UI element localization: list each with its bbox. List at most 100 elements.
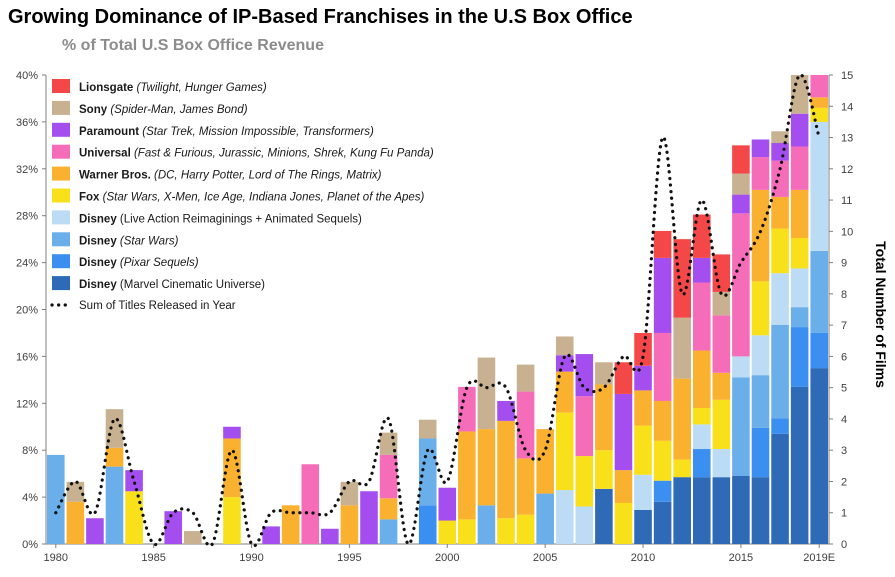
bars-layer xyxy=(47,75,828,544)
bar-segment-fox-2000 xyxy=(438,520,457,544)
legend-swatch-starwars xyxy=(52,232,70,247)
bar-segment-fox-2009 xyxy=(614,502,633,544)
bar-segment-mcu-2019 xyxy=(810,368,828,544)
y-left-tick-label: 20% xyxy=(16,305,38,317)
bar-segment-starwars-2019 xyxy=(810,250,828,333)
bar-segment-fox-2018 xyxy=(790,237,809,269)
bar-segment-starwars-2018 xyxy=(790,307,809,328)
bar-segment-paramount-1996 xyxy=(360,491,378,544)
legend: Lionsgate (Twilight, Hunger Games) Sony (… xyxy=(50,79,434,312)
bar-segment-paramount-1984 xyxy=(125,470,143,492)
bar-segment-paramount-2006 xyxy=(555,355,574,372)
legend-line-label: Sum of Titles Released in Year xyxy=(79,300,236,312)
bar-segment-mcu-2016 xyxy=(751,477,770,544)
bar-segment-paramount-1994 xyxy=(321,528,339,544)
y-right-tick-label: 8 xyxy=(841,289,847,301)
bar-segment-sony-2017 xyxy=(771,131,789,144)
bar-segment-wb-1997 xyxy=(379,498,398,520)
bar-segment-mcu-2011 xyxy=(653,501,672,544)
legend-label-fox: Fox (Star Wars, X-Men, Ice Age, Indiana … xyxy=(79,192,425,204)
bar-segment-sony-2015 xyxy=(732,173,750,195)
bar-segment-disneylive-2018 xyxy=(790,268,809,308)
bar-segment-pixar-2017 xyxy=(771,418,789,434)
bar-segment-wb-2011 xyxy=(653,400,672,441)
bar-segment-paramount-2018 xyxy=(790,113,809,147)
bar-segment-wb-2002 xyxy=(477,429,496,506)
legend-label-sony: Sony (Spider-Man, James Bond) xyxy=(79,104,248,116)
bar-segment-fox-2011 xyxy=(653,440,672,481)
legend-studio-pixar: Disney xyxy=(79,257,117,269)
y-right-axis-title: Total Number of Films xyxy=(873,241,889,388)
titles-line-layer xyxy=(54,73,821,548)
legend-swatch-mcu xyxy=(52,276,70,291)
legend-label-starwars: Disney (Star Wars) xyxy=(79,235,179,247)
bar-segment-paramount-2009 xyxy=(614,393,633,471)
legend-swatch-sony xyxy=(52,100,70,115)
x-tick-label: 2005 xyxy=(533,552,557,564)
bar-segment-sony-2014 xyxy=(712,291,731,316)
bar-segment-fox-1989 xyxy=(223,497,241,544)
bar-segment-starwars-2002 xyxy=(477,505,496,544)
legend-note-fox: (Star Wars, X-Men, Ice Age, Indiana Jone… xyxy=(99,192,424,204)
bar-segment-wb-1981 xyxy=(66,501,85,544)
legend-label-paramount: Paramount (Star Trek, Mission Impossible… xyxy=(79,126,374,138)
y-right-tick-label: 1 xyxy=(841,508,847,520)
y-right-tick-label: 12 xyxy=(841,164,853,176)
bar-segment-starwars-1980 xyxy=(47,454,65,544)
bar-segment-pixar-2013 xyxy=(692,449,711,478)
bar-segment-paramount-2013 xyxy=(692,257,711,283)
bar-segment-wb-2014 xyxy=(712,372,731,400)
legend-note-universal: (Fast & Furious, Jurassic, Minions, Shre… xyxy=(131,148,434,160)
bar-segment-sony-2004 xyxy=(516,364,535,392)
legend-studio-sony: Sony xyxy=(79,104,108,116)
bar-segment-universal-2018 xyxy=(790,146,809,190)
legend-swatch-fox xyxy=(52,188,70,203)
bar-segment-disneylive-2019 xyxy=(810,121,828,251)
legend-studio-disneylive: Disney xyxy=(79,213,117,225)
y-right-tick-label: 7 xyxy=(841,320,847,332)
bar-segment-wb-2017 xyxy=(771,196,789,229)
bar-segment-paramount-1986 xyxy=(164,511,183,544)
bar-segment-wb-2013 xyxy=(692,350,711,408)
y-right-tick-label: 13 xyxy=(841,133,853,145)
bar-segment-fox-1984 xyxy=(125,491,143,544)
bar-segment-wb-2010 xyxy=(634,390,652,426)
bar-segment-pixar-2018 xyxy=(790,327,809,387)
bar-segment-paramount-2016 xyxy=(751,139,770,158)
bar-segment-wb-1992 xyxy=(281,505,300,544)
y-right-tick-label: 15 xyxy=(841,70,853,82)
y-right-tick-label: 11 xyxy=(841,195,852,207)
legend-note-disneylive: (Live Action Reimaginings + Animated Seq… xyxy=(117,213,362,225)
bar-segment-fox-2013 xyxy=(692,407,711,425)
bar-segment-starwars-1999 xyxy=(418,438,437,506)
legend-studio-wb: Warner Bros. xyxy=(79,170,151,182)
bar-segment-mcu-2013 xyxy=(692,477,711,544)
bar-segment-wb-2008 xyxy=(595,384,613,451)
y-left-tick-label: 4% xyxy=(22,492,38,504)
bar-segment-paramount-1982 xyxy=(86,518,104,544)
bar-segment-mcu-2017 xyxy=(771,433,789,544)
legend-note-pixar: (Pixar Sequels) xyxy=(117,257,199,269)
bar-segment-wb-2004 xyxy=(516,458,535,515)
legend-swatch-wb xyxy=(52,166,70,181)
bar-segment-paramount-2015 xyxy=(732,194,750,214)
bar-segment-mcu-2010 xyxy=(634,509,652,544)
bar-segment-pixar-2016 xyxy=(751,427,770,478)
legend-swatch-universal xyxy=(52,144,70,159)
legend-swatch-pixar xyxy=(52,254,70,269)
bar-segment-lionsgate-2009 xyxy=(614,362,633,394)
bar-segment-fox-2017 xyxy=(771,228,789,274)
x-tick-label: 2010 xyxy=(631,552,655,564)
bar-segment-starwars-2017 xyxy=(771,324,789,419)
legend-note-wb: (DC, Harry Potter, Lord of The Rings, Ma… xyxy=(151,170,382,182)
bar-segment-wb-2003 xyxy=(497,420,515,519)
y-right-tick-label: 6 xyxy=(841,351,847,363)
bar-segment-fox-2003 xyxy=(497,518,515,544)
bar-segment-sony-2006 xyxy=(555,336,574,356)
bar-segment-sony-2018 xyxy=(790,75,809,114)
y-left-tick-label: 0% xyxy=(22,539,38,551)
bar-segment-universal-2014 xyxy=(712,315,731,373)
bar-segment-sony-2002 xyxy=(477,357,496,430)
bar-segment-universal-2004 xyxy=(516,391,535,459)
